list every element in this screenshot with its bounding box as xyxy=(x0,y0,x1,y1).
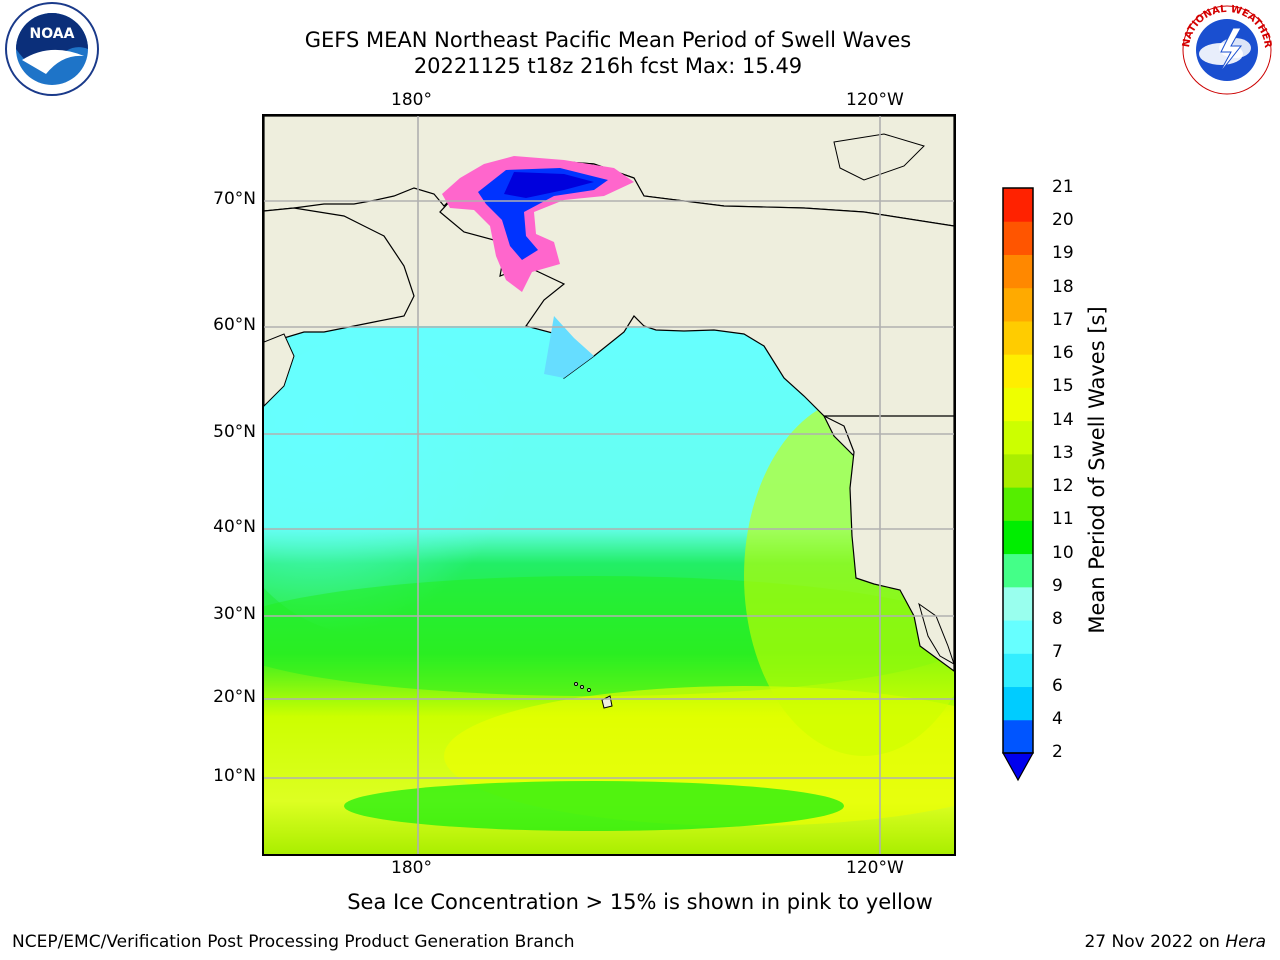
lon-label-bottom-120w: 120°W xyxy=(846,858,904,878)
footer-date-text: 27 Nov 2022 on xyxy=(1084,932,1220,952)
lat-label-20n: 20°N xyxy=(213,687,256,707)
land-canadian-arctic xyxy=(833,133,925,181)
cyan-region-west xyxy=(264,336,524,636)
lon-label-bottom-180: 180° xyxy=(391,858,432,878)
colorbar-swatch xyxy=(1003,453,1033,488)
colorbar-swatch xyxy=(1003,653,1033,688)
noaa-logo-text: NOAA xyxy=(30,26,75,42)
colorbar xyxy=(1001,187,1035,782)
colorbar-tick-label: 13 xyxy=(1052,442,1074,463)
chart-title: GEFS MEAN Northeast Pacific Mean Period … xyxy=(304,28,912,52)
colorbar-swatch xyxy=(1003,487,1033,521)
colorbar-swatch xyxy=(1003,620,1033,654)
colorbar-swatch xyxy=(1003,221,1033,255)
land-alaska xyxy=(439,157,954,477)
colorbar-frame xyxy=(1002,187,1034,754)
colorbar-swatch xyxy=(1003,188,1033,222)
green-band-tropical xyxy=(344,781,844,831)
colorbar-swatch xyxy=(1003,254,1033,289)
colorbar-extend-triangle xyxy=(1001,752,1035,782)
nws-logo: NATIONAL WEATHER SERVICE xyxy=(1177,2,1273,95)
colorbar-title: Mean Period of Swell Waves [s] xyxy=(1085,306,1109,634)
lat-label-30n: 30°N xyxy=(213,604,256,624)
sea-ice-deep xyxy=(504,172,594,198)
colorbar-tick-label: 11 xyxy=(1052,509,1074,530)
colorbar-swatch xyxy=(1003,586,1033,621)
lat-label-60n: 60°N xyxy=(213,315,256,335)
footer-date: 27 Nov 2022 on Hera xyxy=(1084,932,1266,952)
colorbar-tick-label: 15 xyxy=(1052,376,1074,397)
sea-ice-caption: Sea Ice Concentration > 15% is shown in … xyxy=(347,890,933,914)
lon-label-top-180: 180° xyxy=(391,90,432,110)
map-panel xyxy=(262,114,956,856)
lat-label-50n: 50°N xyxy=(213,422,256,442)
colorbar-swatch xyxy=(1003,420,1033,455)
land-kamchatka xyxy=(264,333,295,407)
colorbar-tick-label: 2 xyxy=(1052,742,1063,762)
colorbar-tick-label: 10 xyxy=(1052,542,1074,563)
colorbar-tick-label: 4 xyxy=(1052,708,1063,729)
graticule xyxy=(264,116,954,854)
colorbar-tick-label: 7 xyxy=(1052,642,1063,663)
chart-subtitle: 20221125 t18z 216h fcst Max: 15.49 xyxy=(413,54,803,78)
footer-branch: NCEP/EMC/Verification Post Processing Pr… xyxy=(12,932,575,952)
colorbar-swatch xyxy=(1003,387,1033,422)
colorbar-swatches xyxy=(1003,188,1033,754)
colorbar-tick-label: 16 xyxy=(1052,343,1074,364)
lat-label-70n: 70°N xyxy=(213,189,256,209)
lat-label-40n: 40°N xyxy=(213,517,256,537)
sea-ice-bering xyxy=(544,316,594,378)
colorbar-swatch xyxy=(1003,686,1033,721)
colorbar-tick-label: 8 xyxy=(1052,609,1063,630)
colorbar-tick-label: 20 xyxy=(1052,210,1074,231)
colorbar-swatch xyxy=(1003,287,1033,322)
colorbar-tick-label: 21 xyxy=(1052,177,1074,197)
colorbar-swatch xyxy=(1003,354,1033,388)
colorbar-tick-label: 18 xyxy=(1052,276,1074,297)
colorbar-tick-label: 6 xyxy=(1052,675,1063,696)
colorbar-tick-label: 14 xyxy=(1052,409,1074,430)
colorbar-swatch xyxy=(1003,553,1033,588)
colorbar-swatch xyxy=(1003,719,1033,754)
land-siberia-west xyxy=(264,207,415,343)
colorbar-tick-label: 19 xyxy=(1052,243,1074,264)
lon-label-top-120w: 120°W xyxy=(846,90,904,110)
colorbar-swatch xyxy=(1003,520,1033,555)
noaa-logo: NOAA xyxy=(5,2,99,96)
map-canvas xyxy=(264,116,954,854)
colorbar-swatch xyxy=(1003,320,1033,355)
colorbar-tick-label: 9 xyxy=(1052,575,1063,596)
colorbar-tick-label: 12 xyxy=(1052,476,1074,497)
colorbar-tick-label: 17 xyxy=(1052,309,1074,330)
footer-machine: Hera xyxy=(1225,932,1266,952)
lat-label-10n: 10°N xyxy=(213,766,256,786)
